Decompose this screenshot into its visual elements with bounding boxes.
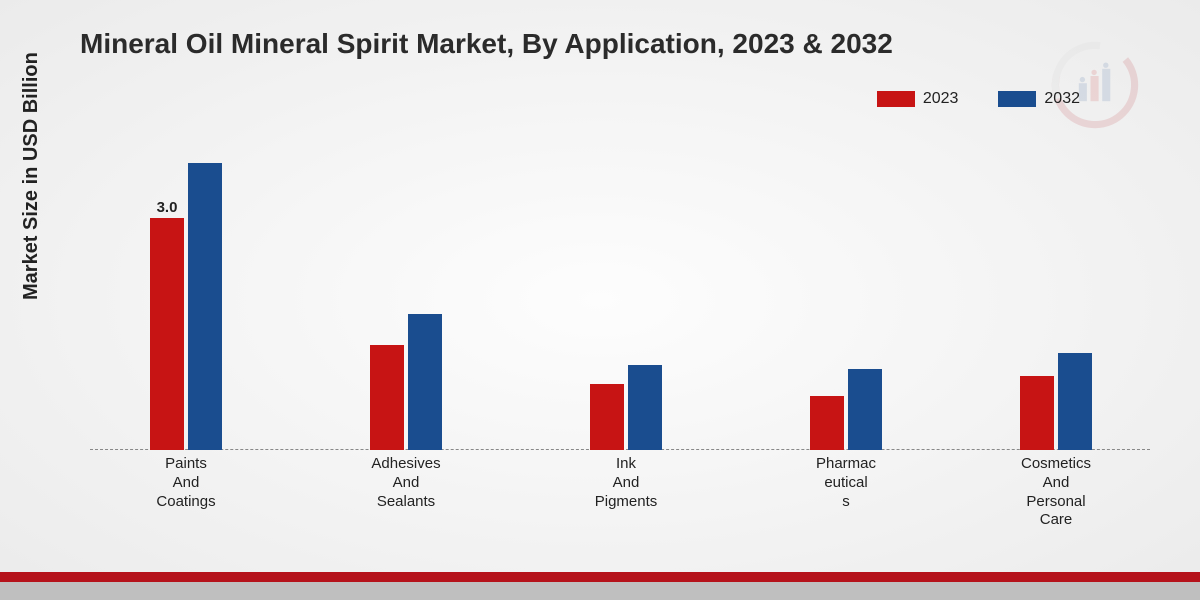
footer-gray-bar bbox=[0, 582, 1200, 600]
legend: 2023 2032 bbox=[877, 90, 1080, 108]
legend-label-2023: 2023 bbox=[923, 90, 959, 108]
legend-item-2023: 2023 bbox=[877, 90, 959, 108]
x-axis-category-label: Cosmetics And Personal Care bbox=[1021, 455, 1091, 530]
x-axis-category-label: Ink And Pigments bbox=[595, 455, 658, 511]
watermark-logo bbox=[1050, 40, 1140, 130]
footer-red-bar bbox=[0, 572, 1200, 582]
bar-group bbox=[810, 369, 882, 450]
bar-2032 bbox=[1058, 353, 1092, 450]
chart-title: Mineral Oil Mineral Spirit Market, By Ap… bbox=[80, 28, 893, 60]
bar-2023 bbox=[810, 396, 844, 450]
bar-group bbox=[1020, 353, 1092, 450]
bar-2023 bbox=[370, 345, 404, 450]
legend-item-2032: 2032 bbox=[998, 90, 1080, 108]
legend-swatch-2023 bbox=[877, 91, 915, 107]
bar-group bbox=[370, 314, 442, 450]
x-axis-labels: Paints And Coatings Adhesives And Sealant… bbox=[90, 455, 1150, 535]
bar-value-label: 3.0 bbox=[157, 199, 178, 216]
bar-2023: 3.0 bbox=[150, 218, 184, 451]
x-axis-category-label: Paints And Coatings bbox=[156, 455, 215, 511]
y-axis-label: Market Size in USD Billion bbox=[20, 52, 43, 300]
legend-swatch-2032 bbox=[998, 91, 1036, 107]
bar-2032 bbox=[848, 369, 882, 450]
bar-group bbox=[590, 365, 662, 450]
chart-plot-area: 3.0 bbox=[90, 140, 1150, 450]
bar-2032 bbox=[188, 163, 222, 450]
x-axis-category-label: Pharmac eutical s bbox=[816, 455, 876, 511]
bar-2032 bbox=[628, 365, 662, 450]
bar-2032 bbox=[408, 314, 442, 450]
bar-2023 bbox=[1020, 376, 1054, 450]
x-axis-category-label: Adhesives And Sealants bbox=[371, 455, 440, 511]
bar-2023 bbox=[590, 384, 624, 450]
bar-group: 3.0 bbox=[150, 163, 222, 450]
legend-label-2032: 2032 bbox=[1044, 90, 1080, 108]
